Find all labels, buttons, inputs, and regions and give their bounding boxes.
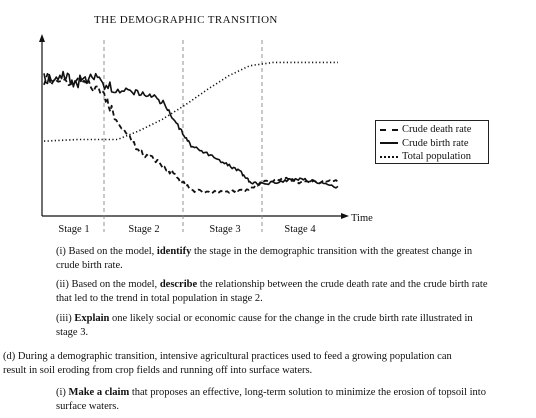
y-axis-arrow: [39, 34, 45, 42]
question-d-i-prefix: (i): [56, 387, 69, 398]
legend-swatch-dashed: [380, 128, 398, 131]
legend-swatch-solid: [380, 142, 398, 145]
legend-label-population: Total population: [402, 151, 471, 162]
question-ii: (ii) Based on the model, describe the re…: [56, 278, 531, 305]
stage-label-2: Stage 2: [128, 224, 160, 235]
question-d-i-line2: surface waters.: [56, 400, 119, 412]
x-axis-arrow: [341, 213, 349, 219]
question-i-line2: crude birth rate.: [56, 259, 123, 271]
question-i-keyword: identify: [156, 246, 192, 257]
question-ii-line1: the relationship between the crude death…: [197, 279, 488, 290]
question-iii-keyword: Explain: [74, 313, 110, 324]
question-d-line2: result in soil eroding from crop fields …: [3, 364, 313, 376]
question-ii-prefix: (ii) Based on the model,: [56, 279, 160, 290]
series-line-crude-death-rate: [43, 73, 339, 195]
question-d: (d) During a demographic transition, int…: [3, 350, 533, 377]
chart-title: THE DEMOGRAPHIC TRANSITION: [94, 14, 278, 26]
stage-label-4: Stage 4: [284, 224, 316, 235]
series-line-crude-birth-rate: [43, 70, 339, 189]
legend-item-birth: Crude birth rate: [380, 137, 484, 151]
question-iii: (iii) Explain one likely social or econo…: [56, 312, 531, 339]
legend-item-population: Total population: [380, 150, 484, 164]
legend-swatch-dotted: [380, 155, 398, 158]
legend-label-birth: Crude birth rate: [402, 137, 469, 149]
question-iii-line1: one likely social or economic cause for …: [109, 313, 473, 324]
question-d-line1: (d) During a demographic transition, int…: [3, 351, 452, 362]
legend-label-death: Crude death rate: [402, 124, 472, 135]
stage-label-1: Stage 1: [58, 224, 90, 235]
question-d-i-line1: that proposes an effective, long-term so…: [129, 387, 486, 398]
question-d-i: (i) Make a claim that proposes an effect…: [56, 386, 531, 413]
stage-label-3: Stage 3: [209, 224, 241, 235]
legend-item-death: Crude death rate: [380, 123, 484, 137]
question-ii-line2: that led to the trend in total populatio…: [56, 292, 263, 304]
question-i-line1: the stage in the demographic transition …: [191, 246, 473, 257]
question-iii-prefix: (iii): [56, 313, 75, 324]
chart-legend: Crude death rate Crude birth rate Total …: [375, 120, 489, 164]
question-ii-keyword: describe: [159, 279, 198, 290]
x-axis-label: Time: [351, 213, 373, 224]
question-iii-line2: stage 3.: [56, 326, 89, 338]
question-d-i-keyword: Make a claim: [68, 387, 130, 398]
question-i: (i) Based on the model, identify the sta…: [56, 245, 526, 272]
question-i-prefix: (i) Based on the model,: [56, 246, 157, 257]
series-line-total-population: [43, 61, 338, 142]
demographic-transition-chart: [39, 34, 349, 232]
series-layer: [43, 61, 339, 195]
